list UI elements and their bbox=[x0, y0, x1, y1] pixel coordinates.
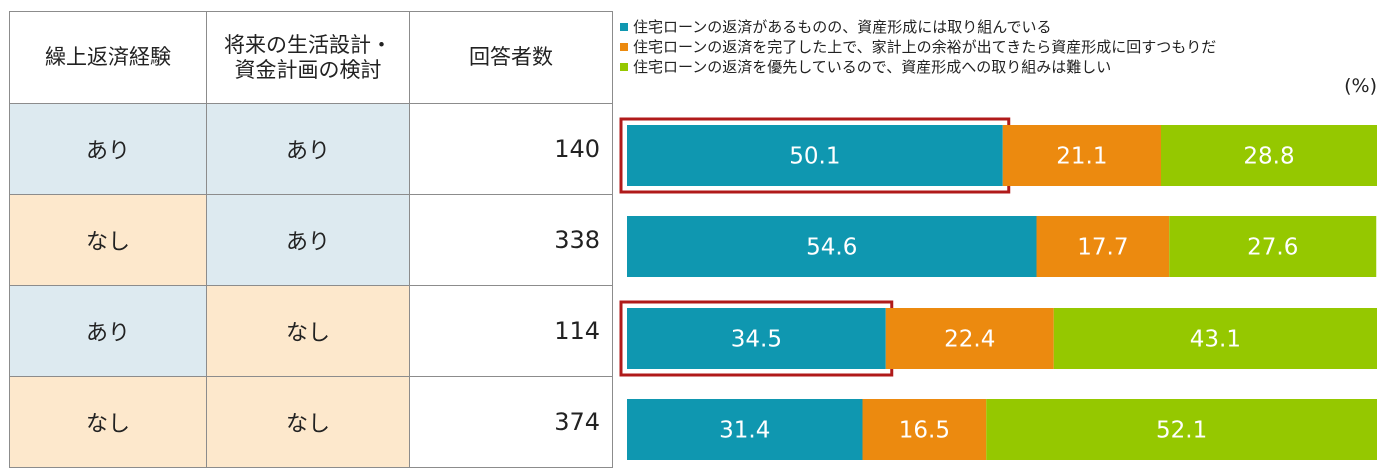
bar-segment bbox=[627, 399, 863, 460]
legend-label: 住宅ローンの返済を完了した上で、家計上の余裕が出てきたら資産形成に回すつもりだ bbox=[633, 38, 1217, 56]
bar-segment bbox=[1053, 308, 1377, 369]
cell-experience: なし bbox=[9, 376, 207, 468]
cell-planning: あり bbox=[206, 103, 410, 195]
table-row: あり なし 114 bbox=[9, 285, 613, 377]
bar-segment bbox=[986, 399, 1377, 460]
cell-planning: なし bbox=[206, 285, 410, 377]
bar-segment bbox=[1169, 216, 1377, 277]
data-label: 16.5 bbox=[899, 418, 950, 444]
cell-respondents: 140 bbox=[409, 103, 613, 195]
respondent-table: 繰上返済経験 将来の生活設計・ 資金計画の検討 回答者数 あり あり 140 なし… bbox=[9, 11, 613, 468]
cell-planning: なし bbox=[206, 376, 410, 468]
bars-svg: 50.1 21.1 28.8 54.6 17.7 27.6 34.5 22.4 43.1 31.4… bbox=[619, 117, 1377, 460]
cell-experience: あり bbox=[9, 285, 207, 377]
bar-segment bbox=[1002, 125, 1161, 186]
cell-respondents: 374 bbox=[409, 376, 613, 468]
data-label: 21.1 bbox=[1056, 144, 1107, 170]
header-repayment-experience: 繰上返済経験 bbox=[9, 11, 207, 104]
table-header-row: 繰上返済経験 将来の生活設計・ 資金計画の検討 回答者数 bbox=[9, 11, 613, 104]
legend-label: 住宅ローンの返済があるものの、資産形成には取り組んでいる bbox=[633, 18, 1052, 36]
bar-segment bbox=[885, 308, 1054, 369]
bar-segment bbox=[1161, 125, 1377, 186]
legend-item: 住宅ローンの返済を完了した上で、家計上の余裕が出てきたら資産形成に回すつもりだ bbox=[620, 37, 1216, 57]
unit-label: (%) bbox=[1344, 75, 1377, 97]
data-label: 27.6 bbox=[1247, 235, 1298, 261]
data-label: 28.8 bbox=[1243, 144, 1294, 170]
data-label: 31.4 bbox=[719, 418, 770, 444]
data-label: 54.6 bbox=[806, 235, 857, 261]
cell-respondents: 114 bbox=[409, 285, 613, 377]
bar-segment bbox=[627, 125, 1003, 186]
data-label: 52.1 bbox=[1156, 418, 1207, 444]
bar-segment bbox=[1036, 216, 1170, 277]
data-label: 17.7 bbox=[1077, 235, 1128, 261]
legend-item: 住宅ローンの返済を優先しているので、資産形成への取り組みは難しい bbox=[620, 57, 1216, 77]
stacked-bar-chart: 50.1 21.1 28.8 54.6 17.7 27.6 34.5 22.4 43.1 31.4… bbox=[612, 11, 1383, 466]
bar-segment bbox=[627, 216, 1037, 277]
legend-label: 住宅ローンの返済を優先しているので、資産形成への取り組みは難しい bbox=[633, 58, 1112, 76]
header-life-planning: 将来の生活設計・ 資金計画の検討 bbox=[206, 11, 410, 104]
data-label: 43.1 bbox=[1190, 327, 1241, 353]
cell-experience: なし bbox=[9, 194, 207, 286]
bar-segment bbox=[627, 308, 886, 369]
table-grid: 繰上返済経験 将来の生活設計・ 資金計画の検討 回答者数 あり あり 140 なし… bbox=[9, 11, 613, 468]
legend-swatch bbox=[620, 43, 628, 51]
legend-item: 住宅ローンの返済があるものの、資産形成には取り組んでいる bbox=[620, 17, 1216, 37]
table-row: なし あり 338 bbox=[9, 194, 613, 286]
data-label: 34.5 bbox=[731, 327, 782, 353]
header-respondents: 回答者数 bbox=[409, 11, 613, 104]
data-label: 22.4 bbox=[944, 327, 995, 353]
bar-segment bbox=[862, 399, 987, 460]
chart-legend: 住宅ローンの返済があるものの、資産形成には取り組んでいる 住宅ローンの返済を完了… bbox=[620, 17, 1216, 77]
table-row: なし なし 374 bbox=[9, 376, 613, 468]
data-label: 50.1 bbox=[789, 144, 840, 170]
cell-respondents: 338 bbox=[409, 194, 613, 286]
cell-planning: あり bbox=[206, 194, 410, 286]
legend-swatch bbox=[620, 63, 628, 71]
cell-experience: あり bbox=[9, 103, 207, 195]
legend-swatch bbox=[620, 23, 628, 31]
table-row: あり あり 140 bbox=[9, 103, 613, 195]
